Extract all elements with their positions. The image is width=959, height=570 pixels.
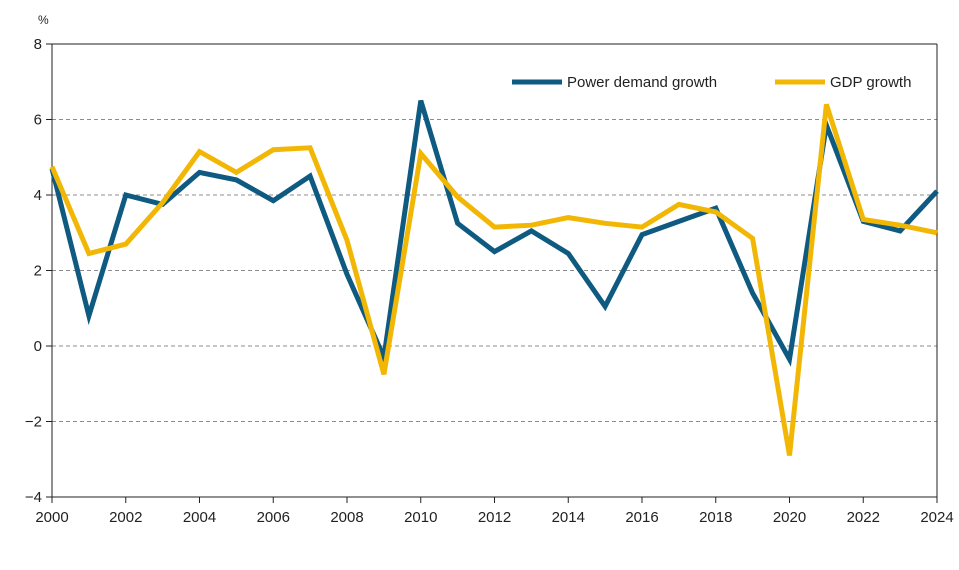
y-tick-label: −2 xyxy=(25,414,42,431)
series-lines xyxy=(49,99,939,456)
y-tick-label: 6 xyxy=(34,112,42,129)
legend-label: GDP growth xyxy=(830,74,911,91)
y-axis-unit-label: % xyxy=(38,13,49,27)
x-tick-label: 2016 xyxy=(625,509,658,526)
x-tick-label: 2004 xyxy=(183,509,216,526)
x-tick-label: 2006 xyxy=(257,509,290,526)
x-tick-label: 2000 xyxy=(35,509,68,526)
x-tick-label: 2008 xyxy=(330,509,363,526)
x-tick-label: 2020 xyxy=(773,509,806,526)
series-line-gdp-growth xyxy=(49,103,938,456)
legend-label: Power demand growth xyxy=(567,74,717,91)
y-tick-label: −4 xyxy=(25,489,42,506)
x-tick-label: 2002 xyxy=(109,509,142,526)
series-line-power-demand-growth xyxy=(49,99,939,367)
axes: 8 6 4 2 0 −2 −4 2000 2002 2004 2006 2008 2010 2012 201… xyxy=(25,36,954,526)
x-tick-label: 2022 xyxy=(847,509,880,526)
x-tick-label: 2014 xyxy=(552,509,585,526)
y-tick-label: 8 xyxy=(34,36,42,53)
x-tick-label: 2012 xyxy=(478,509,511,526)
y-tick-label: 2 xyxy=(34,263,42,280)
legend: Power demand growth GDP growth xyxy=(512,74,911,91)
x-tick-label: 2010 xyxy=(404,509,437,526)
x-tick-label: 2024 xyxy=(920,509,953,526)
y-tick-label: 4 xyxy=(34,187,42,204)
y-tick-label: 0 xyxy=(34,338,42,355)
x-tick-label: 2018 xyxy=(699,509,732,526)
